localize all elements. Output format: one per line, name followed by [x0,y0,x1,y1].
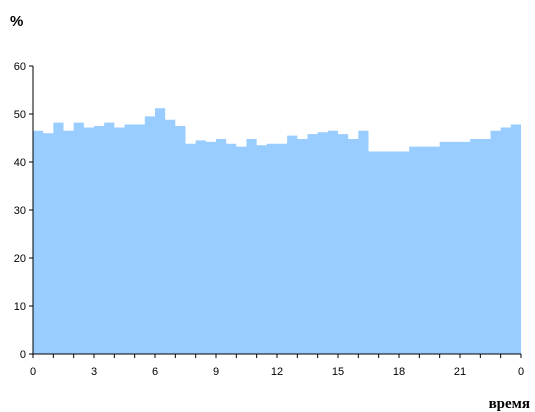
x-tick-label: 12 [271,366,283,378]
y-tick-label: 60 [14,61,26,73]
x-tick-label: 0 [518,366,524,378]
x-axis-label: время [489,396,530,412]
x-tick-label: 3 [91,366,97,378]
area-layer [33,108,521,354]
area-series [33,108,521,354]
y-tick-label: 30 [14,205,26,217]
x-tick-label: 15 [332,366,344,378]
x-tick-label: 9 [213,366,219,378]
x-tick-label: 6 [152,366,158,378]
y-unit-label: % [10,13,23,30]
x-tick-label: 21 [454,366,466,378]
y-tick-label: 50 [14,109,26,121]
y-tick-label: 0 [20,349,26,361]
y-tick-label: 10 [14,301,26,313]
y-tick-label: 20 [14,253,26,265]
x-tick-label: 18 [393,366,405,378]
y-tick-label: 40 [14,157,26,169]
x-tick-label: 0 [30,366,36,378]
